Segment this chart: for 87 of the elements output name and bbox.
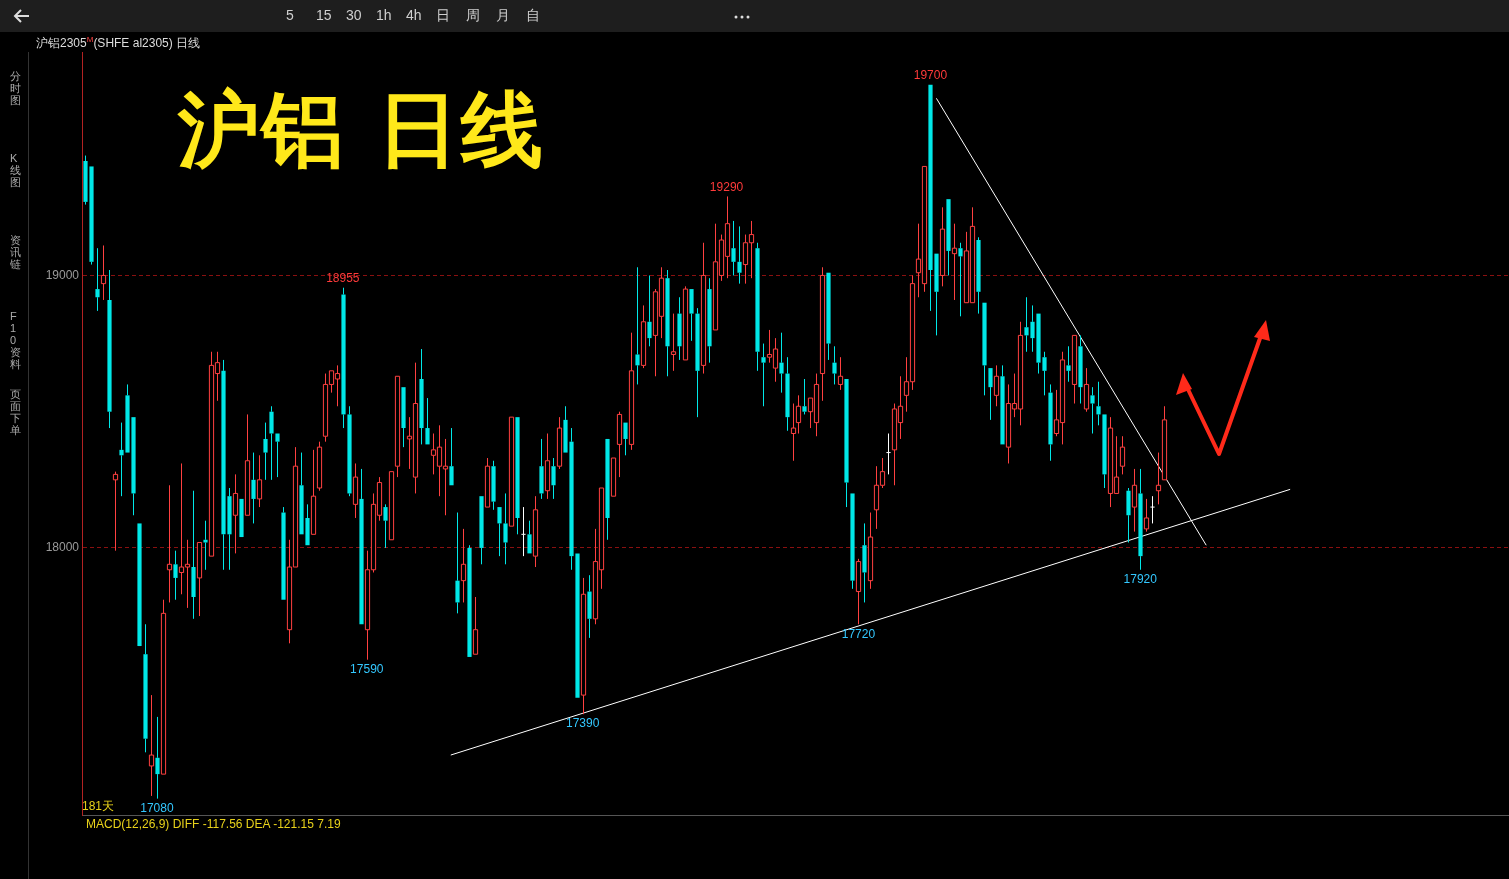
candlestick [988,368,993,421]
candlestick [1102,414,1107,489]
candlestick [491,460,496,511]
candlestick [1096,381,1101,426]
candlestick [347,405,352,497]
candlestick [695,307,700,418]
candlestick [455,512,460,614]
candlestick [1066,345,1071,383]
text: 页面下单 [10,388,22,436]
candlestick [850,493,855,590]
candlestick [689,289,694,342]
chart-subtitle: 沪铝2305$^{M}$(SHFE al2305) 日线 [36,35,201,52]
candlestick [946,199,951,276]
candlestick [383,503,388,549]
candlestick [173,550,178,601]
annotation: 17920 [1123,572,1158,587]
candlestick [731,220,736,276]
candlestick [665,269,670,377]
candlestick [281,506,286,600]
annotation: 17720 [841,626,876,641]
candlestick [269,405,274,481]
candlestick [976,236,981,315]
candlestick [419,348,424,445]
text: MACD(12,26,9) DIFF -117.56 DEA -121.15 7.19 [86,817,341,831]
candlestick [95,247,100,312]
annotation: 18955 [326,271,360,286]
candlestick [802,378,807,415]
candlestick [737,225,742,285]
text: F10资料 [10,310,22,370]
candlestick [497,507,502,557]
candlestick [263,422,268,481]
annotation: 17080 [140,800,174,815]
y-tick-label: 18000 [45,540,80,555]
candlestick [844,379,849,508]
candlestick [707,277,712,364]
chart-title: 沪铝 日线 [178,81,545,179]
annotation: 17590 [350,661,384,676]
candlestick [503,492,508,565]
candlestick [479,496,484,565]
candlestick [862,522,867,603]
candlestick [832,345,837,385]
text: 资讯链 [10,234,22,270]
candlestick [275,433,280,478]
candlestick [107,269,112,429]
candlestick [551,457,556,500]
candlestick [425,397,430,445]
candlestick [341,287,346,429]
candlestick [449,427,454,486]
candlestick [143,623,148,753]
annotation: 19700 [913,68,948,83]
candlestick [1126,487,1131,543]
candlestick [191,490,196,620]
annotation: 19290 [709,179,744,194]
candlestick [155,716,160,800]
candlestick [647,274,652,347]
candlestick [467,544,472,657]
candlestick [623,422,628,456]
text: 5 15 30 1h 4h 日 周 月 自 [286,7,540,23]
candlestick [203,520,208,571]
candlestick [677,296,682,361]
candlestick [761,343,766,407]
annotation: 17390 [565,716,600,731]
text: K线图 [10,152,22,188]
candlestick [1000,364,1005,445]
candlestick [1078,334,1083,405]
candlestick [1090,386,1095,434]
candlestick [539,438,544,500]
candlestick [359,468,364,625]
candlestick [1048,383,1053,462]
candlestick [982,302,987,396]
candlestick [587,574,592,639]
candlestick [635,266,640,385]
candlestick [1138,468,1143,571]
candlestick [527,520,532,554]
candlestick [826,272,831,361]
y-tick-label: 19000 [45,267,80,282]
candlestick [515,417,520,535]
candlestick [755,242,760,372]
candlestick [251,452,256,524]
candlestick [785,356,790,432]
candlestick [885,433,892,475]
candlestick [520,506,527,557]
candlestick [1149,495,1156,524]
candlestick [779,332,784,394]
text: 分时图 [10,70,22,106]
annotation: 181天 [82,798,115,815]
candlestick [958,242,963,317]
